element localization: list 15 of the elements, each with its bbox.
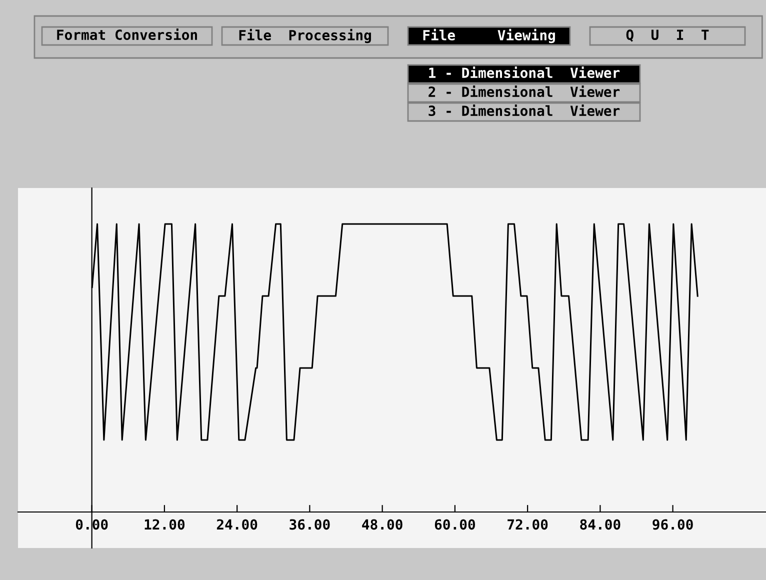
text: 3 - Dimensional Viewer	[428, 104, 620, 116]
x-tick-label: 24.00	[216, 519, 258, 530]
text: Format Conversion	[57, 28, 197, 40]
x-tick-label: 72.00	[508, 519, 548, 530]
x-tick-label: 36.00	[290, 519, 330, 530]
text: File Viewing	[423, 28, 555, 44]
text: 1 - Dimensional Viewer	[429, 66, 620, 78]
text: File Processing	[239, 28, 371, 44]
text: Q U I T	[626, 30, 709, 42]
x-tick-label: 96.00	[652, 519, 693, 530]
x-tick-label: 12.00	[144, 519, 185, 530]
x-tick-label: 84.00	[580, 519, 620, 530]
text: 2 - Dimensional Viewer	[428, 86, 620, 98]
x-tick-label: 60.00	[434, 519, 476, 530]
x-tick-label: 48.00	[362, 519, 402, 530]
